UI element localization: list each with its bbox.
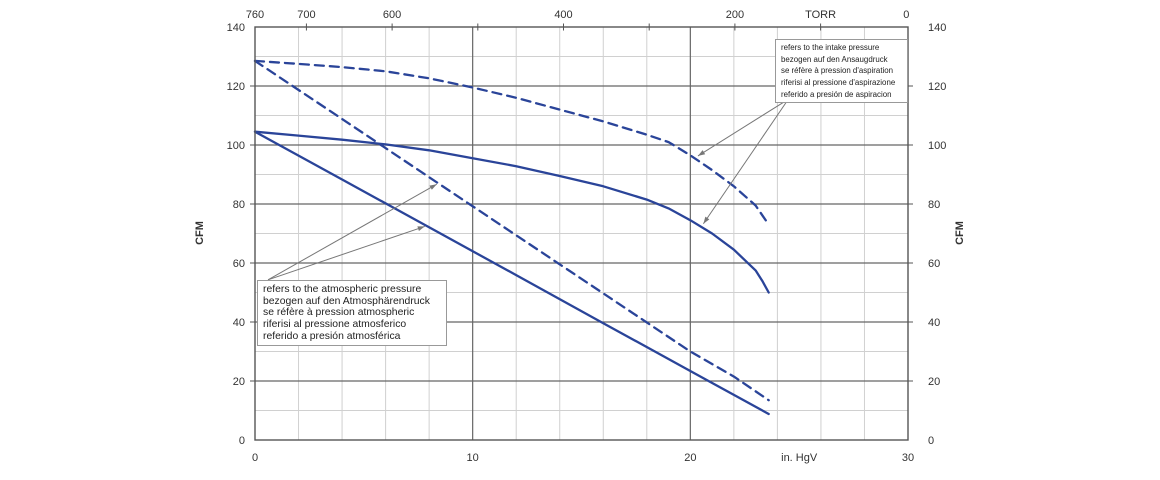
axis-tick-label: 10: [467, 452, 479, 464]
note-line: bezogen auf den Atmosphärendruck: [263, 295, 430, 307]
note-line: se réfère à pression d'aspiration: [781, 66, 894, 76]
note-line: refers to the intake pressure: [781, 43, 880, 52]
axis-tick-label: 60: [928, 258, 940, 270]
axis-tick-label: 0: [239, 435, 245, 447]
curve-displacement-atmospheric-solid: [253, 130, 770, 416]
leader-arrowhead: [697, 150, 706, 156]
axis-tick-label: 20: [928, 376, 940, 388]
plot-frame: [254, 26, 909, 441]
axis-tick-label: 20: [233, 376, 245, 388]
axis-ticks: [250, 23, 913, 382]
axis-tick-label: 400: [554, 9, 572, 21]
axis-tick-label: 700: [297, 9, 315, 21]
annotation-leader-lines: [267, 98, 789, 281]
bottom-axis-unit-label: in. HgV: [781, 452, 818, 464]
axis-tick-label: 0: [903, 9, 909, 21]
axis-tick-label: 20: [684, 452, 696, 464]
curve-displacement-atmospheric-dashed: [253, 59, 770, 402]
leader-arrowhead: [417, 226, 425, 231]
note-line: referido a presión de aspiracion: [781, 89, 892, 99]
curve-displacement-intake-dashed: [253, 59, 770, 226]
axis-tick-label: 80: [233, 199, 245, 211]
axis-tick-label: 0: [252, 452, 258, 464]
atmospheric-pressure-note: refers to the atmospheric pressure bezog…: [257, 280, 447, 346]
left-axis-title: CFM: [194, 221, 206, 245]
axis-tick-label: 100: [928, 140, 946, 152]
axis-tick-label: 80: [928, 199, 940, 211]
axis-tick-label: 120: [227, 81, 245, 93]
leader-arrowhead: [429, 184, 437, 190]
note-line: bezogen auf den Ansaugdruck: [781, 54, 888, 64]
axis-tick-label: 120: [928, 81, 946, 93]
axis-tick-label: 0: [928, 435, 934, 447]
axis-tick-label: 60: [233, 258, 245, 270]
top-axis-unit-label: TORR: [805, 9, 836, 21]
axis-tick-label: 600: [383, 9, 401, 21]
note-line: riferisi al pressione atmosferico: [263, 319, 407, 331]
axis-tick-label: 100: [227, 140, 245, 152]
note-line: riferisi al pressione d'aspirazione: [781, 78, 896, 88]
axis-tick-label: 760: [246, 9, 264, 21]
axis-tick-label: 140: [227, 22, 245, 34]
curve-displacement-intake-solid: [253, 130, 770, 294]
note-line: se réfère à pression atmospheric: [263, 307, 415, 319]
axis-tick-label: 140: [928, 22, 946, 34]
leader-arrowhead: [703, 216, 710, 224]
axis-tick-label: 40: [233, 317, 245, 329]
note-line: referido a presión atmosférica: [263, 330, 401, 342]
right-axis-title: CFM: [954, 221, 966, 245]
note-line: refers to the atmospheric pressure: [263, 284, 422, 295]
intake-pressure-note: refers to the intake pressure bezogen au…: [775, 39, 908, 103]
axis-tick-label: 40: [928, 317, 940, 329]
axis-tick-label: 200: [726, 9, 744, 21]
axis-tick-label: 30: [902, 452, 914, 464]
